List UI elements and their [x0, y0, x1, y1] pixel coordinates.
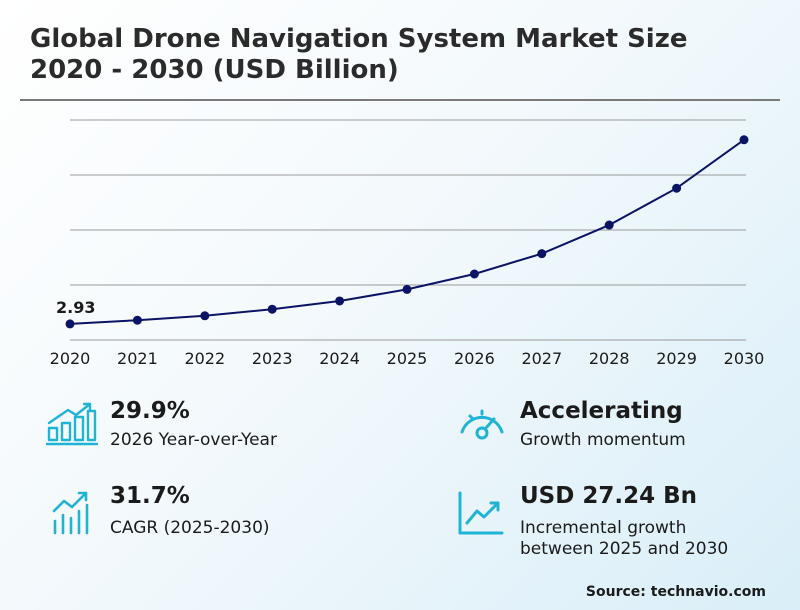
data-point — [335, 296, 345, 306]
incremental-value: USD 27.24 Bn — [520, 483, 698, 509]
data-point — [402, 284, 412, 294]
data-point — [537, 249, 547, 259]
x-tick-label: 2026 — [454, 349, 495, 368]
yoy-value: 29.9% — [110, 398, 190, 424]
data-point — [739, 135, 749, 145]
data-point — [672, 183, 682, 193]
x-tick-label: 2023 — [252, 349, 293, 368]
speedometer-icon — [460, 409, 504, 440]
data-point — [200, 311, 210, 321]
title-divider — [20, 99, 780, 101]
data-point — [267, 304, 277, 314]
x-tick-label: 2028 — [589, 349, 630, 368]
momentum-value: Accelerating — [520, 398, 683, 424]
source-credit: Source: technavio.com — [585, 584, 766, 600]
data-point — [132, 315, 142, 325]
data-point — [65, 319, 75, 329]
incremental-label-line-1: Incremental growth — [520, 518, 687, 538]
trend-chart-icon — [52, 491, 89, 535]
series-line — [69, 138, 745, 325]
data-point — [604, 220, 614, 230]
cagr-value: 31.7% — [110, 483, 190, 509]
x-tick-label: 2029 — [656, 349, 697, 368]
bar-chart-growth-icon — [46, 402, 98, 446]
data-label: 2.93 — [56, 298, 95, 317]
momentum-label: Growth momentum — [520, 430, 686, 450]
line-chart: 2020 2021 2022 2023 2024 2025 2026 2027 2028 2029… — [50, 119, 765, 368]
incremental-label: Incremental growth between 2025 and 2030 — [520, 518, 728, 560]
title-line-2: 2020 - 2030 (USD Billion) — [30, 55, 399, 85]
x-tick-label: 2025 — [387, 349, 428, 368]
x-tick-label: 2030 — [724, 349, 765, 368]
x-tick-label: 2020 — [50, 349, 91, 368]
data-labels: 2.93 — [56, 298, 95, 317]
x-tick-label: 2024 — [319, 349, 360, 368]
line-graph-icon — [458, 491, 504, 535]
x-tick-label: 2021 — [117, 349, 158, 368]
cagr-label: CAGR (2025-2030) — [110, 518, 270, 538]
data-points — [65, 135, 749, 329]
x-tick-label: 2027 — [521, 349, 562, 368]
chart-title: Global Drone Navigation System Market Si… — [30, 24, 770, 86]
x-tick-label: 2022 — [184, 349, 225, 368]
yoy-label: 2026 Year-over-Year — [110, 430, 277, 450]
incremental-label-line-2: between 2025 and 2030 — [520, 539, 729, 559]
data-point — [469, 269, 479, 279]
grid-lines — [70, 119, 746, 341]
title-line-1: Global Drone Navigation System Market Si… — [30, 24, 688, 54]
x-axis-ticks: 2020 2021 2022 2023 2024 2025 2026 2027 2028 2029… — [50, 349, 765, 368]
